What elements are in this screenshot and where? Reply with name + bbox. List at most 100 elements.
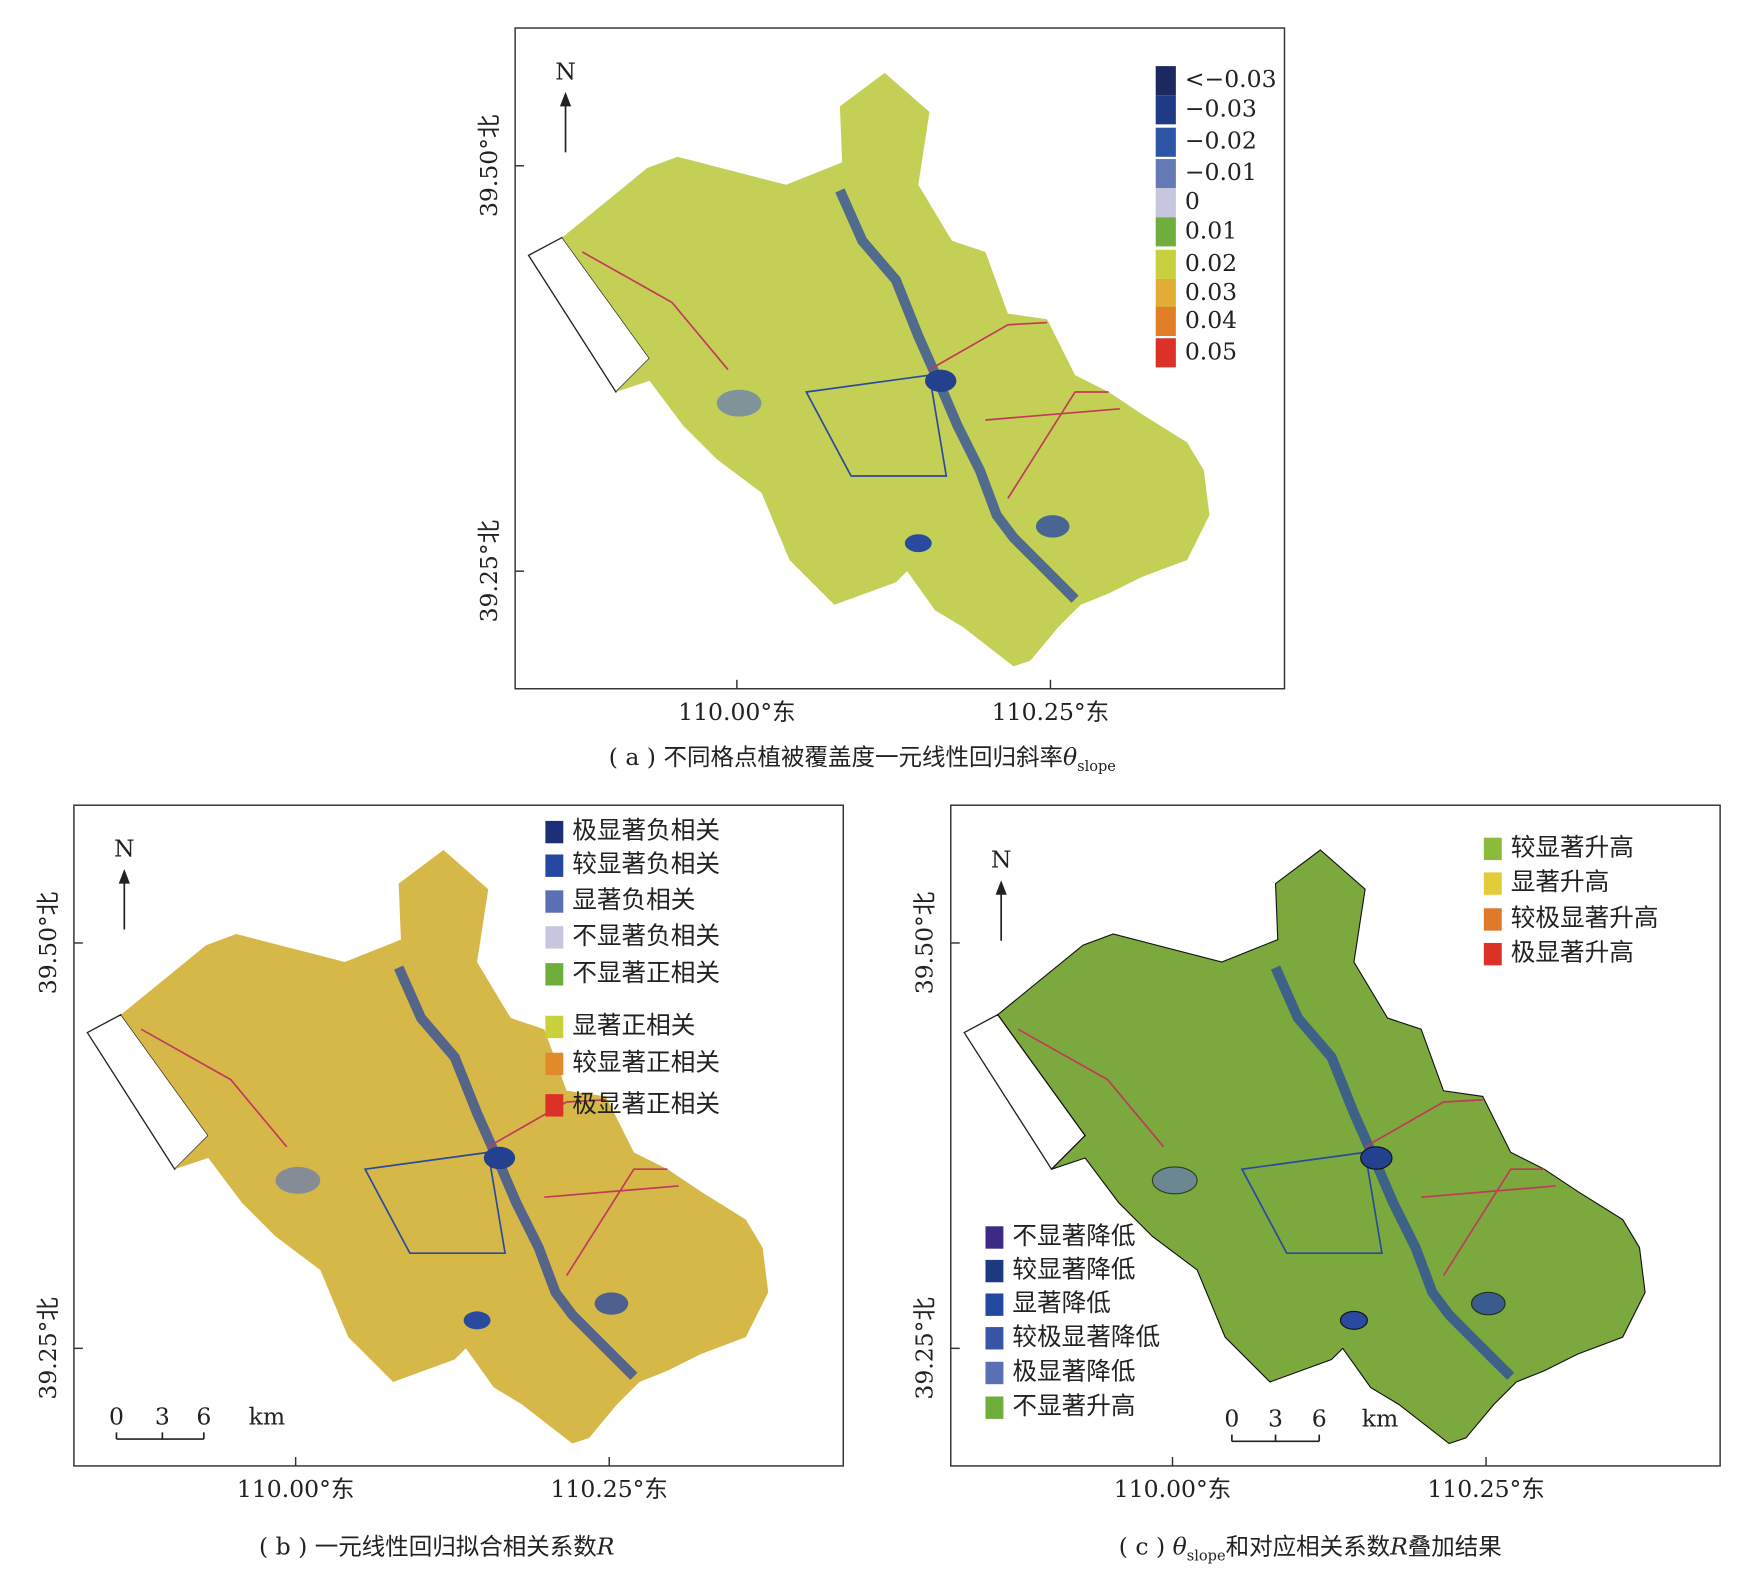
legend-label: 较极显著升高 bbox=[1511, 903, 1659, 932]
legend-swatch bbox=[1155, 306, 1176, 336]
legend-swatch bbox=[545, 854, 564, 877]
scale-label: 0 bbox=[1224, 1405, 1239, 1433]
caption-part: θ bbox=[1063, 743, 1077, 771]
latitude-label: 39.25°北 bbox=[475, 520, 503, 623]
map-panel: 39.50°北 39.25°北 110.00°东 110.25°东 N bbox=[911, 804, 1721, 1503]
legend-label: 较极显著降低 bbox=[1012, 1322, 1160, 1351]
scale-label: km bbox=[249, 1402, 286, 1430]
legend-swatch bbox=[1483, 942, 1502, 966]
longitude-label: 110.00°东 bbox=[1114, 1475, 1231, 1503]
legend-label: 显著负相关 bbox=[572, 885, 695, 914]
legend-swatch bbox=[545, 963, 564, 986]
scale-label: 3 bbox=[1268, 1405, 1283, 1433]
legend-swatch bbox=[545, 1015, 564, 1039]
legend-swatch bbox=[545, 820, 564, 844]
legend-label: 不显著降低 bbox=[1012, 1221, 1135, 1250]
longitude-label: 110.25°东 bbox=[1427, 1475, 1544, 1503]
north-label: N bbox=[991, 846, 1012, 874]
legend-swatch bbox=[985, 1327, 1004, 1350]
north-arrowhead bbox=[995, 880, 1007, 895]
legend-label: 极显著负相关 bbox=[572, 816, 720, 845]
latitude-label: 39.25°北 bbox=[34, 1297, 62, 1400]
legend-label: 0 bbox=[1185, 187, 1200, 215]
legend-swatch bbox=[545, 1094, 564, 1117]
legend-label: −0.01 bbox=[1185, 158, 1257, 186]
legend-swatch bbox=[1155, 249, 1176, 279]
caption-part: 叠加结果 bbox=[1408, 1532, 1502, 1560]
scale-label: km bbox=[1362, 1405, 1399, 1433]
scale-label: 6 bbox=[1312, 1405, 1327, 1433]
legend-swatch bbox=[1155, 278, 1176, 308]
legend-label: 显著降低 bbox=[1012, 1288, 1111, 1317]
north-arrowhead bbox=[118, 869, 130, 884]
legend-swatch bbox=[1155, 127, 1176, 157]
north-label: N bbox=[114, 835, 135, 863]
legend-label: 显著升高 bbox=[1511, 867, 1610, 896]
legend-label: 不显著正相关 bbox=[572, 958, 720, 987]
legend-label: 较显著正相关 bbox=[572, 1047, 720, 1076]
scale-label: 3 bbox=[155, 1402, 170, 1430]
map-frame bbox=[73, 804, 844, 1467]
longitude-label: 110.25°东 bbox=[992, 698, 1109, 726]
longitude-label: 110.25°东 bbox=[550, 1475, 667, 1503]
legend-label: 极显著升高 bbox=[1511, 938, 1634, 967]
legend-swatch bbox=[1155, 66, 1176, 96]
caption-part: R bbox=[596, 1532, 615, 1560]
legend-label: 不显著负相关 bbox=[572, 921, 720, 950]
north-arrowhead bbox=[559, 91, 572, 107]
legend-label: −0.02 bbox=[1185, 127, 1257, 155]
latitude-label: 39.50°北 bbox=[34, 892, 62, 995]
caption-part: ( c ) bbox=[1119, 1532, 1173, 1560]
legend-swatch bbox=[1483, 837, 1502, 861]
legend-label: 较显著负相关 bbox=[572, 849, 720, 878]
legend-swatch bbox=[1155, 338, 1176, 368]
legend-swatch bbox=[985, 1259, 1004, 1283]
map-frame bbox=[514, 27, 1286, 690]
map-panel: 39.50°北 39.25°北 110.00°东 110.25°东 N bbox=[475, 27, 1286, 726]
caption-part: ( b ) 一元线性回归拟合相关系数 bbox=[259, 1532, 597, 1560]
map-panel: 39.50°北 39.25°北 110.00°东 110.25°东 N bbox=[34, 804, 844, 1503]
caption-part: slope bbox=[1187, 1547, 1226, 1564]
legend-swatch bbox=[1155, 188, 1176, 218]
legend-swatch bbox=[985, 1361, 1004, 1385]
legend-swatch bbox=[545, 926, 564, 949]
map-frame bbox=[950, 804, 1721, 1467]
scale-label: 0 bbox=[109, 1402, 124, 1430]
longitude-label: 110.00°东 bbox=[678, 698, 795, 726]
legend-label: 0.01 bbox=[1185, 216, 1237, 244]
scale-label: 6 bbox=[196, 1402, 211, 1430]
caption-part: θ bbox=[1173, 1532, 1187, 1560]
legend-swatch bbox=[545, 890, 564, 913]
caption: ( b ) 一元线性回归拟合相关系数R bbox=[259, 1532, 615, 1560]
study-region bbox=[529, 73, 1210, 667]
legend-label: 较显著升高 bbox=[1511, 832, 1634, 861]
legend-swatch bbox=[1155, 95, 1176, 125]
legend-label: 极显著正相关 bbox=[572, 1089, 720, 1118]
caption-part: slope bbox=[1077, 758, 1116, 775]
legend-swatch bbox=[545, 1052, 564, 1076]
legend-swatch bbox=[1483, 908, 1502, 931]
legend-swatch bbox=[1155, 217, 1176, 247]
legend-swatch bbox=[985, 1396, 1004, 1419]
legend-label: 0.02 bbox=[1185, 249, 1237, 277]
legend-swatch bbox=[985, 1226, 1004, 1249]
legend-label: 极显著降低 bbox=[1012, 1356, 1135, 1385]
caption-part: 和对应相关系数 bbox=[1226, 1532, 1391, 1560]
legend-swatch bbox=[1155, 159, 1176, 189]
legend-label: <−0.03 bbox=[1185, 65, 1277, 93]
latitude-label: 39.50°北 bbox=[475, 115, 503, 218]
legend-label: 不显著升高 bbox=[1012, 1391, 1135, 1420]
legend-label: 较显著降低 bbox=[1012, 1255, 1135, 1284]
legend-label: 0.03 bbox=[1185, 278, 1237, 306]
caption-part: ( a ) 不同格点植被覆盖度一元线性回归斜率 bbox=[609, 743, 1063, 771]
legend-label: 0.04 bbox=[1185, 306, 1237, 334]
legend-swatch bbox=[985, 1293, 1004, 1316]
legend-swatch bbox=[1483, 872, 1502, 895]
longitude-label: 110.00°东 bbox=[237, 1475, 354, 1503]
caption: ( c ) θslope和对应相关系数R叠加结果 bbox=[1119, 1532, 1502, 1564]
legend-label: 0.05 bbox=[1185, 337, 1237, 365]
legend-label: −0.03 bbox=[1185, 94, 1257, 122]
north-label: N bbox=[555, 57, 576, 85]
caption: ( a ) 不同格点植被覆盖度一元线性回归斜率θslope bbox=[609, 743, 1116, 775]
